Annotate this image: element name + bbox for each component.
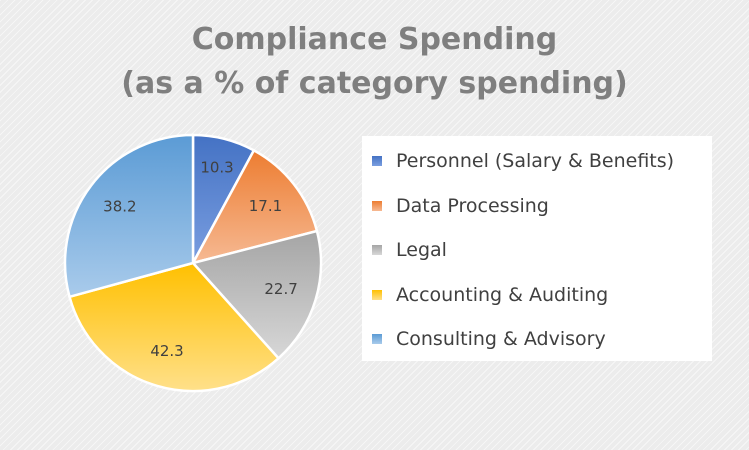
legend-swatch-1 xyxy=(372,156,382,166)
legend-item-4: Accounting & Auditing xyxy=(372,282,608,308)
pie-data-label-5: 38.2 xyxy=(103,198,136,216)
chart-title-line-2: (as a % of category spending) xyxy=(121,66,628,101)
legend-item-5: Consulting & Advisory xyxy=(372,326,606,352)
pie-chart: 10.3 17.1 22.7 42.3 38.2 xyxy=(63,133,323,393)
legend-swatch-5 xyxy=(372,334,382,344)
legend-item-2: Data Processing xyxy=(372,193,549,219)
legend-label-5: Consulting & Advisory xyxy=(396,328,606,350)
legend-label-2: Data Processing xyxy=(396,194,549,217)
pie-slice-5 xyxy=(63,133,195,299)
legend-swatch-3 xyxy=(372,245,382,255)
pie-data-label-4: 42.3 xyxy=(150,342,183,360)
chart-legend: Personnel (Salary & Benefits) Data Proces… xyxy=(362,136,712,361)
legend-label-3: Legal xyxy=(396,239,447,261)
legend-item-3: Legal xyxy=(372,237,447,263)
chart-title-line-1: Compliance Spending xyxy=(191,22,558,57)
legend-swatch-4 xyxy=(372,289,382,300)
pie-slice-2 xyxy=(190,148,319,265)
pie-data-label-2: 17.1 xyxy=(249,197,282,215)
legend-swatch-2 xyxy=(372,200,382,211)
legend-item-1: Personnel (Salary & Benefits) xyxy=(372,148,674,174)
chart-title: Compliance Spending (as a % of category … xyxy=(0,18,749,106)
legend-label-1: Personnel (Salary & Benefits) xyxy=(396,150,675,172)
pie-slice-3 xyxy=(190,229,323,361)
pie-data-label-1: 10.3 xyxy=(200,158,233,176)
pie-data-label-3: 22.7 xyxy=(264,280,297,298)
pie-slice-4 xyxy=(67,261,281,393)
legend-label-4: Accounting & Auditing xyxy=(396,283,609,306)
